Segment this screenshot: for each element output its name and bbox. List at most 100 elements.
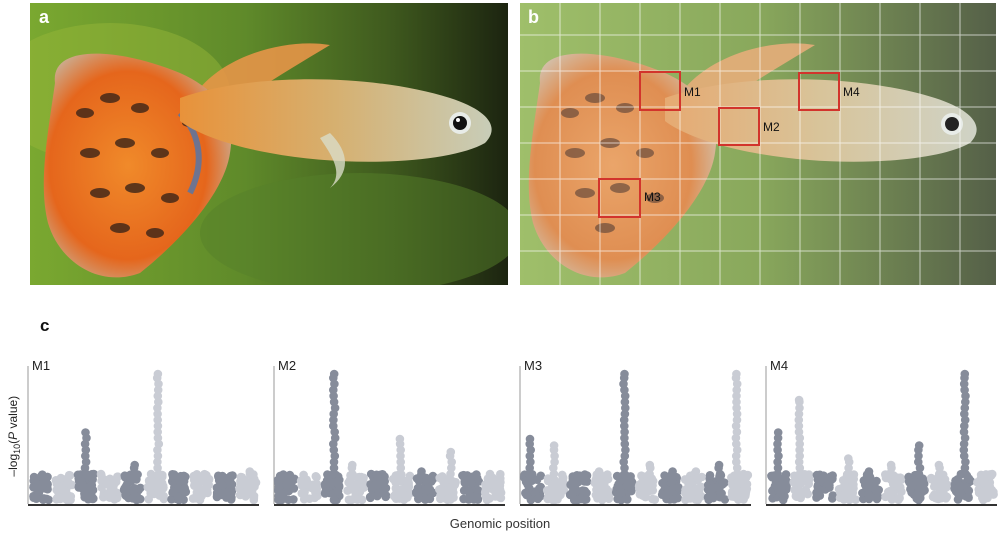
chromosome-points	[96, 469, 123, 504]
guppy-photo-b	[520, 3, 996, 285]
snp-point	[436, 493, 445, 502]
snp-point	[521, 477, 531, 487]
module-label-m4: M4	[843, 85, 860, 99]
peak-point	[329, 369, 339, 379]
peak-point	[153, 369, 163, 379]
snp-point	[38, 495, 48, 504]
chromosome-points	[611, 369, 637, 505]
x-axis-label: Genomic position	[449, 516, 551, 531]
snp-point	[153, 409, 162, 419]
snp-point	[396, 457, 405, 467]
peak-point	[714, 460, 724, 470]
plot-title-m2: M2	[278, 358, 297, 373]
peak-point	[284, 473, 293, 483]
grid-overlay	[520, 3, 996, 285]
snp-point	[153, 485, 163, 494]
module-box-m2	[718, 107, 760, 146]
peak-point	[176, 473, 185, 483]
snp-point	[616, 488, 626, 497]
snp-point	[732, 415, 742, 425]
snp-point	[669, 495, 679, 504]
snp-point	[794, 415, 804, 425]
snp-point	[778, 495, 788, 505]
snp-point	[942, 482, 951, 492]
snp-point	[645, 475, 654, 485]
module-label-m3: M3	[644, 190, 661, 204]
peak-point	[773, 428, 783, 437]
chromosome-points	[119, 460, 145, 505]
snp-point	[620, 433, 629, 443]
snp-point	[681, 485, 690, 495]
snp-point	[773, 445, 782, 455]
snp-point	[282, 480, 291, 489]
peak-point	[223, 473, 233, 483]
snp-point	[580, 495, 590, 504]
chromosome-points	[565, 470, 592, 505]
peak-point	[395, 434, 405, 444]
snp-point	[732, 469, 742, 479]
panel-label-b: b	[528, 7, 539, 27]
peak-point	[668, 467, 677, 476]
peak-point	[914, 441, 924, 450]
snp-point	[620, 469, 629, 479]
snp-point	[159, 494, 169, 504]
snp-point	[543, 474, 553, 483]
snp-point	[736, 477, 745, 486]
snp-point	[277, 495, 286, 505]
chromosome-points	[73, 428, 99, 504]
snp-point	[329, 421, 338, 431]
snp-point	[912, 490, 921, 500]
snp-point	[289, 484, 299, 493]
chromosome-points	[590, 467, 614, 505]
manhattan-plot-m1: M1	[27, 352, 261, 510]
snp-point	[907, 481, 917, 491]
snp-point	[97, 471, 106, 480]
peak-point	[844, 454, 853, 463]
manhattan-svg-m1	[27, 366, 261, 506]
manhattan-svg-m4	[765, 366, 998, 506]
chromosome-points	[167, 470, 191, 505]
snp-point	[741, 491, 750, 501]
peak-point	[56, 473, 66, 483]
peak-point	[732, 369, 741, 379]
snp-point	[30, 483, 40, 492]
chromosome-points	[388, 434, 415, 504]
snp-point	[549, 481, 559, 491]
snp-point	[636, 482, 646, 492]
snp-point	[321, 487, 331, 497]
chromosome-points	[727, 369, 753, 504]
snp-point	[591, 490, 601, 500]
chromosome-points	[657, 467, 683, 504]
peak-point	[302, 480, 311, 489]
peak-point	[573, 473, 583, 483]
panel-label-c: c	[40, 316, 50, 335]
snp-point	[396, 476, 406, 486]
snp-point	[795, 439, 804, 449]
chromosome-points	[273, 470, 299, 505]
manhattan-plot-m2: M2	[273, 352, 507, 510]
snp-point	[955, 487, 965, 497]
peak-point	[934, 460, 944, 470]
snp-point	[795, 469, 804, 479]
chromosome-points	[973, 469, 998, 505]
chromosome-points	[634, 460, 660, 504]
snp-point	[794, 421, 804, 431]
snp-point	[472, 473, 482, 483]
snp-point	[496, 469, 505, 479]
snp-point	[218, 481, 227, 490]
snp-point	[153, 415, 162, 425]
snp-point	[918, 484, 928, 494]
snp-point	[458, 471, 467, 480]
snp-point	[491, 492, 500, 501]
snp-point	[53, 493, 62, 502]
chromosome-points	[296, 470, 322, 504]
snp-point	[87, 480, 97, 490]
snp-point	[667, 476, 677, 486]
snp-point	[73, 470, 83, 480]
snp-point	[420, 495, 430, 504]
snp-point	[692, 484, 701, 493]
snp-point	[532, 475, 542, 484]
peak-point	[417, 467, 426, 476]
snp-point	[795, 403, 804, 413]
chromosome-points	[458, 470, 484, 504]
